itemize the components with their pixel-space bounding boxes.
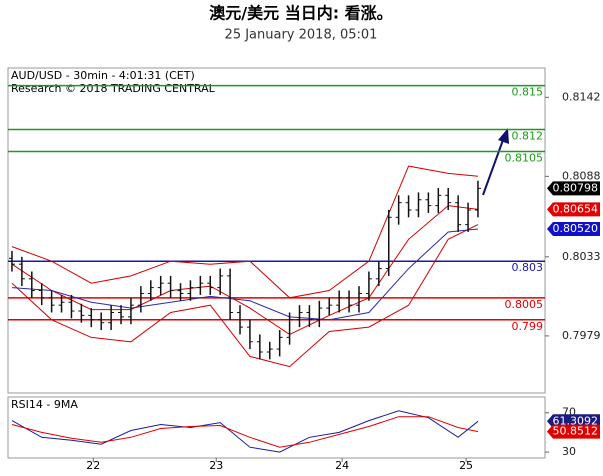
y-tick-label: 30 xyxy=(562,445,576,458)
x-tick-label: 25 xyxy=(459,459,473,472)
price-marker-label: 0.80654 xyxy=(553,202,599,215)
x-tick-label: 22 xyxy=(86,459,100,472)
panel-subtitle: Research © 2018 TRADING CENTRAL xyxy=(11,82,216,95)
price-marker xyxy=(547,222,600,237)
arrow-head xyxy=(498,128,509,144)
y-tick-label: 0.7979 xyxy=(562,329,601,342)
page-subtitle: 25 January 2018, 05:01 xyxy=(225,28,378,43)
y-tick-label: 0.8033 xyxy=(562,250,601,263)
line xyxy=(11,165,479,299)
line xyxy=(11,416,479,448)
value-marker-label: 61.3092 xyxy=(553,414,599,427)
price-panel xyxy=(7,67,546,394)
value-marker-label: 50.8512 xyxy=(553,425,599,438)
level-label: 0.8005 xyxy=(505,298,544,311)
x-tick-label: 23 xyxy=(209,459,223,472)
level-label: 0.799 xyxy=(512,320,544,333)
value-marker xyxy=(547,424,600,439)
page-title: 澳元/美元 当日内: 看涨。 xyxy=(209,4,392,23)
panel-title: AUD/USD - 30min - 4:01:31 (CET) xyxy=(11,69,195,82)
rsi-panel xyxy=(7,396,546,459)
forecast-arrow xyxy=(482,139,504,196)
line xyxy=(11,410,479,453)
level-label: 0.812 xyxy=(512,129,544,142)
price-marker-label: 0.80520 xyxy=(553,222,599,235)
level-label: 0.815 xyxy=(512,86,544,99)
price-marker xyxy=(547,181,600,196)
price-marker xyxy=(547,202,600,217)
level-label: 0.8105 xyxy=(505,151,544,164)
price-marker-label: 0.80798 xyxy=(553,181,599,194)
y-tick-label: 0.8088 xyxy=(562,169,601,182)
y-tick-label: 0.8142 xyxy=(562,90,601,103)
level-label: 0.803 xyxy=(512,261,544,274)
x-tick-label: 24 xyxy=(335,459,349,472)
line xyxy=(11,228,479,321)
rsi-title: RSI14 - 9MA xyxy=(11,398,78,411)
line xyxy=(11,224,479,368)
